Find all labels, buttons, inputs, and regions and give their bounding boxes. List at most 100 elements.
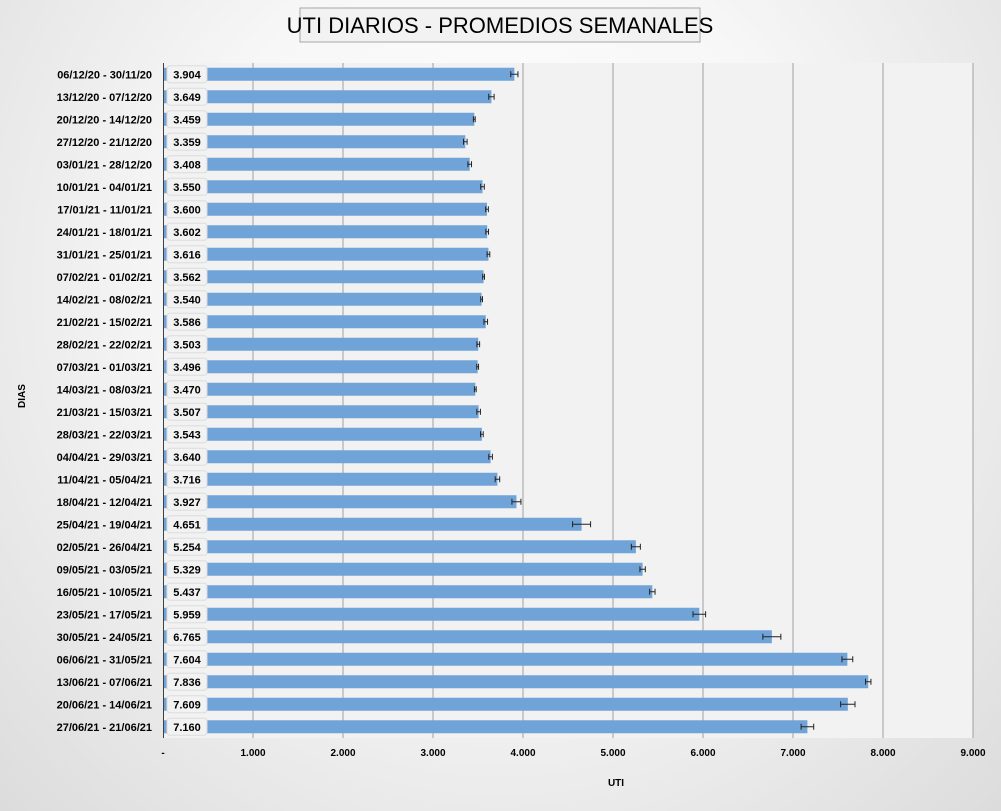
data-label: 3.602 [173,227,201,239]
data-label: 3.503 [173,339,201,351]
data-label: 3.927 [173,497,201,509]
data-label: 3.616 [173,249,201,261]
data-label-box [166,717,208,736]
data-label: 3.359 [173,137,201,149]
category-label: 14/02/21 - 08/02/21 [57,294,152,306]
x-tick-label: 7.000 [780,748,805,759]
bar [164,540,636,554]
category-label: 27/06/21 - 21/06/21 [57,722,152,734]
data-label: 3.640 [173,452,201,464]
data-label: 3.507 [173,407,201,419]
data-label-box [166,402,208,421]
category-label: 07/02/21 - 01/02/21 [57,272,152,284]
category-label: 16/05/21 - 10/05/21 [57,587,152,599]
bar [164,675,869,689]
bar [164,67,515,81]
category-label: 07/03/21 - 01/03/21 [57,362,152,374]
data-label-box [166,627,208,646]
category-label: 03/01/21 - 28/12/20 [57,159,152,171]
data-label-box [166,605,208,624]
data-label-box [166,155,208,174]
category-label: 06/06/21 - 31/05/21 [57,654,152,666]
data-label-box [166,650,208,669]
category-label: 13/06/21 - 07/06/21 [57,677,152,689]
data-label-box [166,357,208,376]
bar [164,382,476,396]
x-tick-label: 1.000 [240,748,265,759]
bar [164,270,484,284]
x-axis-title: UTI [608,778,624,789]
bar [164,315,486,329]
plot-area: - 1.000 2.000 3.000 4.000 5.000 6.000 7.000 8.00… [57,63,986,759]
data-label-box [166,65,208,84]
category-label: 04/04/21 - 29/03/21 [57,452,152,464]
data-label-box [166,447,208,466]
data-label-box [166,695,208,714]
data-label-box [166,515,208,534]
bar [164,450,491,464]
category-label: 27/12/20 - 21/12/20 [57,137,152,149]
data-label-box [166,110,208,129]
data-label: 6.765 [173,632,201,644]
data-label-box [166,560,208,579]
data-label-box [166,267,208,286]
category-label: 20/12/20 - 14/12/20 [57,114,152,126]
x-tick-label: 6.000 [690,748,715,759]
bar [164,247,489,261]
bar [164,630,772,644]
data-label: 5.254 [173,542,201,554]
data-label-box [166,177,208,196]
data-label-box [166,312,208,331]
category-label: 20/06/21 - 14/06/21 [57,699,152,711]
data-label: 3.904 [173,69,201,81]
chart-title-box [299,7,701,43]
data-label: 7.836 [173,677,201,689]
data-label-box [166,492,208,511]
bar [164,90,492,104]
category-label: 25/04/21 - 19/04/21 [57,519,152,531]
data-label-box [166,582,208,601]
data-label-box [166,245,208,264]
bar [164,292,482,306]
category-label: 21/02/21 - 15/02/21 [57,317,152,329]
bar [164,495,517,509]
bar [164,202,487,216]
data-label: 7.604 [173,654,201,666]
category-label: 10/01/21 - 04/01/21 [57,182,152,194]
bar [164,135,466,149]
data-label-box [166,425,208,444]
category-label: 30/05/21 - 24/05/21 [57,632,152,644]
data-label: 5.959 [173,609,201,621]
data-label: 3.586 [173,317,201,329]
data-label-box [166,222,208,241]
category-label: 14/03/21 - 08/03/21 [57,384,152,396]
data-label-box [166,335,208,354]
chart-title: UTI DIARIOS - PROMEDIOS SEMANALES [287,13,714,38]
category-label: 09/05/21 - 03/05/21 [57,564,152,576]
data-label-box [166,132,208,151]
x-tick-label: - [161,748,164,759]
bar [164,112,475,126]
x-tick-label: 8.000 [870,748,895,759]
data-label-box [166,537,208,556]
data-label-box [166,200,208,219]
category-label: 28/03/21 - 22/03/21 [57,429,152,441]
x-tick-label: 4.000 [510,748,535,759]
data-label-box [166,672,208,691]
bar [164,472,498,486]
bar [164,427,482,441]
category-label: 06/12/20 - 30/11/20 [57,69,152,81]
x-tick-label: 5.000 [600,748,625,759]
bar [164,517,582,531]
category-label: 31/01/21 - 25/01/21 [57,249,152,261]
data-label: 3.496 [173,362,201,374]
bar [164,562,643,576]
category-label: 18/04/21 - 12/04/21 [57,497,152,509]
data-label: 3.716 [173,474,201,486]
category-label: 11/04/21 - 05/04/21 [57,474,152,486]
y-axis-title: DIAS [17,384,28,408]
category-label: 23/05/21 - 17/05/21 [57,609,152,621]
plot-background [163,63,973,738]
